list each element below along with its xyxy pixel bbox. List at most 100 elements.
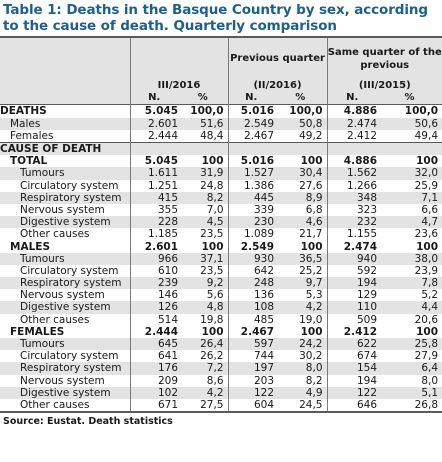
header-previous-quarter: Previous quarter: [227, 36, 327, 80]
count-cell: 2.549: [227, 117, 278, 130]
percent-cell: 9,7: [305, 277, 323, 290]
count-cell: 674: [326, 350, 381, 363]
percent-cell: 7,0: [206, 203, 224, 216]
row-label: Nervous system: [20, 203, 105, 216]
count-cell: 154: [326, 362, 381, 375]
cause-row: Circulatory system 610 23,5 642 25,2 592 23,9: [0, 264, 442, 277]
deaths-males-row: Males 2.601 51,6 2.549 50,8 2.474 50,6: [0, 117, 442, 130]
count-cell: 209: [129, 374, 182, 387]
cause-row: Circulatory system 1.251 24,8 1.386 27,6 1.26…: [0, 179, 442, 192]
row-label: Tumours: [20, 167, 65, 180]
count-cell: 642: [227, 264, 278, 277]
count-cell: 2.412: [326, 129, 381, 143]
count-cell: 744: [227, 350, 278, 363]
count-cell: 1.089: [227, 228, 278, 241]
percent-cell: 9,2: [206, 277, 224, 290]
percent-cell: 19,8: [200, 313, 224, 326]
count-cell: 2.601: [129, 240, 182, 253]
count-cell: 610: [129, 264, 182, 277]
count-cell: 4.886: [326, 155, 381, 168]
count-cell: 445: [227, 191, 278, 204]
percent-cell: 26,4: [200, 338, 224, 351]
count-cell: 1.185: [129, 228, 182, 241]
row-label: Females: [10, 129, 54, 142]
count-cell: 122: [227, 386, 278, 399]
percent-cell: 37,1: [200, 252, 224, 265]
percent-cell: 23,9: [414, 264, 439, 277]
count-cell: [227, 141, 278, 156]
row-label: Nervous system: [20, 289, 105, 302]
count-cell: 2.601: [129, 117, 182, 130]
percent-cell: 26,8: [381, 398, 442, 414]
percent-cell: 8,9: [305, 191, 323, 204]
count-cell: 592: [326, 264, 381, 277]
row-label: Circulatory system: [20, 264, 119, 277]
percent-cell: 24,5: [278, 398, 327, 414]
header-n: N.: [227, 92, 278, 105]
row-label: Other causes: [20, 228, 90, 241]
count-cell: 194: [326, 277, 381, 290]
cause-of-death-heading: CAUSE OF DEATH: [0, 141, 442, 156]
count-cell: 126: [129, 301, 182, 314]
row-label: Other causes: [0, 398, 130, 414]
header-row-units: N. % N. % N. %: [0, 92, 442, 105]
group-total-row: TOTAL 5.045 100 5.016 100 4.886 100: [0, 155, 442, 168]
percent-cell: 19,0: [299, 313, 323, 326]
row-label: Respiratory system: [20, 191, 122, 204]
header-same-quarter: Same quarter of the previous: [326, 36, 442, 80]
cause-row: Respiratory system 239 9,2 248 9,7 194 7,8: [0, 277, 442, 290]
percent-cell: [381, 141, 442, 156]
percent-cell: 6,6: [421, 203, 439, 216]
header-current-blank: [129, 36, 228, 80]
percent-cell: 8,0: [421, 374, 439, 387]
percent-cell: 27,6: [299, 179, 323, 192]
count-cell: [129, 141, 182, 156]
count-cell: 4.886: [326, 104, 381, 118]
header-period-previous: (II/2016): [227, 80, 327, 93]
count-cell: 108: [227, 301, 278, 314]
header-empty-cell: [0, 36, 130, 80]
count-cell: 110: [326, 301, 381, 314]
row-label: Digestive system: [20, 301, 111, 314]
percent-cell: 5,2: [421, 289, 439, 302]
percent-cell: 100: [201, 325, 224, 338]
count-cell: 248: [227, 277, 278, 290]
header-empty-cell: [0, 80, 130, 92]
percent-cell: 23,5: [200, 264, 224, 277]
count-cell: [326, 141, 381, 156]
cause-row: Respiratory system 415 8,2 445 8,9 348 7,1: [0, 191, 442, 204]
percent-cell: 8,0: [305, 362, 323, 375]
count-cell: 514: [129, 313, 182, 326]
count-cell: 122: [326, 386, 381, 399]
percent-cell: 4,8: [206, 301, 224, 314]
count-cell: 102: [129, 386, 182, 399]
percent-cell: 30,4: [299, 167, 323, 180]
count-cell: 5.016: [227, 155, 278, 168]
source-note: Source: Eustat. Death statistics: [3, 416, 173, 428]
count-cell: 194: [326, 374, 381, 387]
count-cell: 940: [326, 252, 381, 265]
percent-cell: 25,8: [414, 338, 439, 351]
count-cell: 1.251: [129, 179, 182, 192]
percent-cell: 4,2: [305, 301, 323, 314]
percent-cell: 100: [300, 155, 323, 168]
row-label: Respiratory system: [20, 277, 122, 290]
cause-row: Other causes 514 19,8 485 19,0 509 20,6: [0, 313, 442, 326]
count-cell: 966: [129, 252, 182, 265]
percent-cell: 49,2: [299, 129, 323, 142]
row-label: DEATHS: [0, 104, 130, 118]
count-cell: 2.549: [227, 240, 278, 253]
count-cell: 5.045: [129, 155, 182, 168]
header-pct: %: [197, 92, 208, 104]
cause-row: Tumours 1.611 31,9 1.527 30,4 1.562 32,0: [0, 167, 442, 180]
cause-row: Other causes 1.185 23,5 1.089 21,7 1.155 23,6: [0, 228, 442, 241]
percent-cell: 32,0: [414, 167, 439, 180]
count-cell: 348: [326, 191, 381, 204]
percent-cell: 100: [300, 240, 323, 253]
row-label: Circulatory system: [20, 179, 119, 192]
count-cell: 1.386: [227, 179, 278, 192]
percent-cell: 7,8: [421, 277, 439, 290]
percent-cell: 4,7: [421, 216, 439, 229]
row-label: TOTAL: [10, 155, 48, 168]
count-cell: 646: [326, 398, 381, 414]
